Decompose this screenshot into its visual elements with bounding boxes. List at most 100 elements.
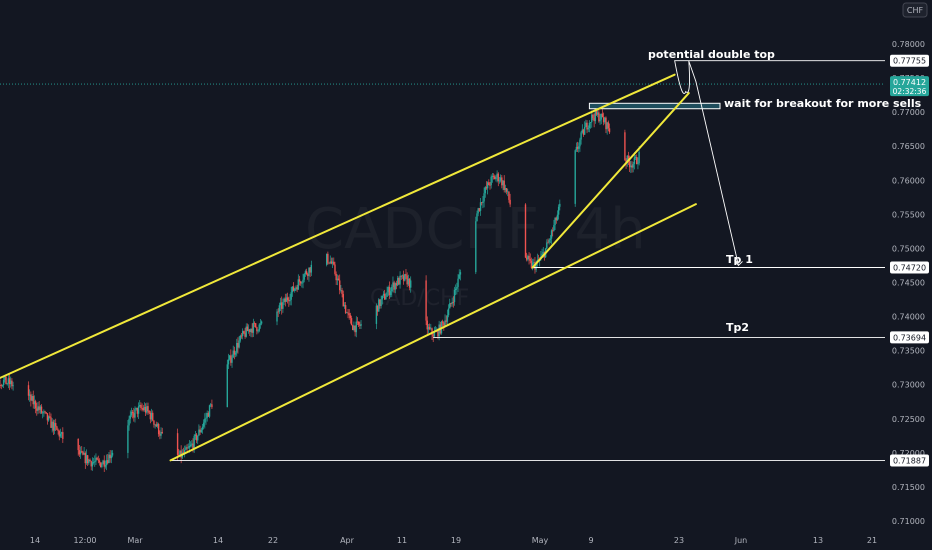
- candle-body: [77, 438, 79, 451]
- candle-body: [234, 352, 237, 355]
- candle-body: [360, 323, 362, 326]
- candle-body: [407, 278, 410, 285]
- candle-body: [210, 404, 212, 406]
- candle-body: [137, 406, 140, 414]
- candle-body: [206, 412, 208, 418]
- candle-body: [380, 299, 382, 307]
- candle-body: [482, 201, 484, 203]
- candle-body: [135, 407, 137, 410]
- candle-body: [256, 327, 258, 332]
- candle-body: [141, 408, 143, 409]
- candle-body: [96, 457, 98, 460]
- candle-body: [127, 425, 129, 453]
- candle-body: [346, 312, 348, 314]
- candle-body: [425, 280, 427, 321]
- candle-body: [37, 406, 39, 411]
- projection-arrowhead: [734, 260, 743, 267]
- candle-body: [239, 335, 242, 341]
- candle-body: [282, 302, 284, 309]
- candle-body: [330, 261, 333, 264]
- candle-body: [337, 278, 340, 281]
- candle-body: [484, 187, 486, 194]
- candle-body: [258, 324, 260, 331]
- channel-trendline[interactable]: [0, 73, 676, 379]
- candle-body: [498, 180, 501, 182]
- candle-body: [575, 146, 578, 151]
- candle-body: [62, 432, 64, 439]
- candle-body: [226, 364, 228, 408]
- candle-body: [331, 261, 334, 264]
- candle-body: [301, 282, 303, 284]
- candle-body: [579, 139, 581, 147]
- candle-body: [279, 302, 282, 306]
- candle-body: [445, 320, 447, 322]
- candle-body: [410, 280, 412, 288]
- time-axis[interactable]: 14 12:00 Mar 14 22 Apr 11 19 May 9 23 Jun 13 21: [30, 536, 877, 545]
- candle-body: [587, 127, 589, 130]
- annotations-layer: potential double top wait for breakout f…: [648, 48, 922, 334]
- candle-body: [149, 412, 152, 420]
- candle-body: [395, 283, 398, 286]
- candle-body: [630, 165, 632, 168]
- candle-body: [431, 328, 433, 335]
- candle-body: [192, 443, 194, 449]
- candle-body: [302, 279, 304, 283]
- candle-body: [559, 203, 561, 207]
- price-level-badge-label: 0.77755: [893, 57, 926, 66]
- candle-body: [530, 260, 533, 268]
- time-tick-label: 12:00: [73, 536, 96, 545]
- time-tick-label: Mar: [127, 536, 143, 545]
- candle-body: [4, 376, 6, 381]
- price-tick-label: 0.72500: [892, 415, 925, 424]
- candle-body: [556, 214, 559, 221]
- candle-body: [393, 282, 395, 290]
- candle-body: [55, 423, 57, 427]
- currency-badge[interactable]: CHF: [902, 2, 928, 18]
- candle-body: [341, 290, 343, 295]
- annotation-double-top: potential double top: [648, 48, 775, 61]
- candle-body: [252, 322, 255, 333]
- candle-body: [533, 262, 535, 263]
- candle-body: [628, 161, 631, 168]
- candle-body: [241, 331, 244, 336]
- time-tick-label: 14: [30, 536, 40, 545]
- candle-body: [578, 146, 580, 149]
- projection-path[interactable]: [674, 60, 739, 266]
- candle-body: [291, 286, 294, 293]
- candle-body: [200, 429, 202, 433]
- candle-body: [453, 290, 456, 303]
- candle-body: [11, 380, 13, 387]
- candle-body: [130, 411, 133, 416]
- candle-body: [443, 322, 445, 326]
- candle-body: [36, 408, 38, 411]
- price-axis[interactable]: 0.780000.775000.770000.765000.760000.755…: [892, 40, 925, 526]
- price-tick-label: 0.73500: [892, 347, 925, 356]
- candle-body: [28, 394, 31, 396]
- candle-body: [637, 163, 639, 165]
- candle-body: [211, 404, 213, 408]
- candle-body: [494, 176, 496, 180]
- channel-trendline[interactable]: [169, 203, 697, 462]
- candle-body: [327, 253, 329, 263]
- resistance-zone[interactable]: [588, 102, 721, 110]
- candle-body: [49, 416, 51, 418]
- candle-body: [497, 173, 499, 182]
- candle-body: [507, 191, 509, 193]
- currency-badge-label: CHF: [907, 6, 924, 15]
- candle-body: [608, 128, 611, 133]
- candle-body: [255, 323, 257, 328]
- candle-body: [347, 312, 349, 314]
- candle-body: [457, 278, 459, 287]
- price-tick-label: 0.76500: [892, 142, 925, 151]
- candle-body: [398, 278, 400, 285]
- candle-body: [583, 126, 586, 135]
- candle-body: [328, 262, 330, 264]
- channel-trendline[interactable]: [531, 92, 690, 269]
- candle-body: [542, 252, 544, 254]
- candle-body: [101, 464, 103, 468]
- price-tick-label: 0.74000: [892, 313, 925, 322]
